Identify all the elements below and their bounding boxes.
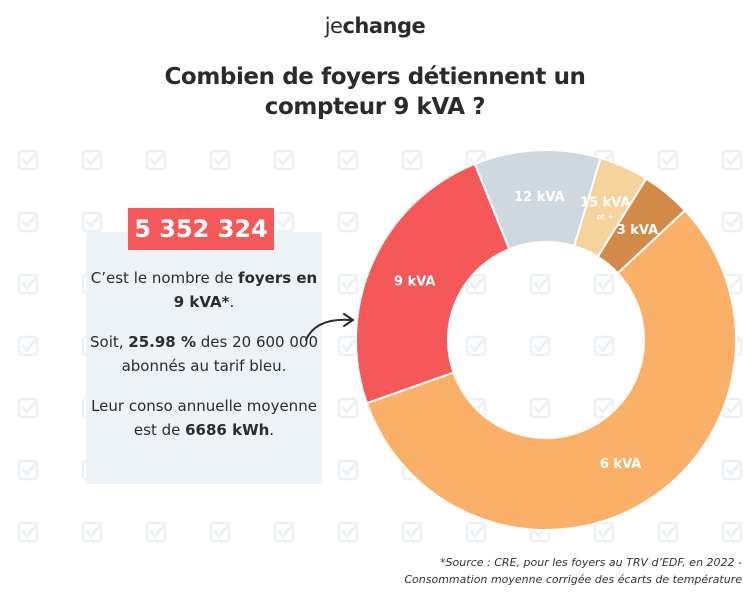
big-number-badge: 5 352 324 bbox=[128, 208, 274, 250]
info-p1-bold: foyers en 9 kVA* bbox=[173, 269, 318, 311]
check-icon bbox=[657, 521, 679, 543]
check-icon bbox=[337, 149, 359, 171]
pie-slice bbox=[596, 177, 687, 275]
pie-slice bbox=[365, 209, 737, 531]
info-p2-rest: des 20 600 000 abonnés au tarif bleu. bbox=[121, 333, 318, 375]
check-icon bbox=[17, 459, 39, 481]
check-icon bbox=[529, 335, 551, 357]
page-title: Combien de foyers détiennent un compteur… bbox=[0, 62, 750, 122]
source-line-1: *Source : CRE, pour les foyers au TRV d’… bbox=[440, 556, 742, 569]
check-icon bbox=[529, 397, 551, 419]
info-paragraph-2: Soit, 25.98 % des 20 600 000 abonnés au … bbox=[86, 330, 322, 378]
check-icon bbox=[465, 335, 487, 357]
info-p3-text: Leur conso annuelle moyenne est de bbox=[91, 397, 317, 439]
check-icon bbox=[401, 149, 423, 171]
check-icon bbox=[465, 273, 487, 295]
check-icon bbox=[593, 397, 615, 419]
info-paragraph-3: Leur conso annuelle moyenne est de 6686 … bbox=[86, 394, 322, 442]
check-icon bbox=[337, 397, 359, 419]
info-p3-end: . bbox=[269, 421, 275, 439]
check-icon bbox=[593, 335, 615, 357]
check-icon bbox=[81, 149, 103, 171]
info-p2-bold: 25.98 % bbox=[128, 333, 196, 351]
check-icon bbox=[593, 273, 615, 295]
check-icon bbox=[17, 335, 39, 357]
check-icon bbox=[337, 211, 359, 233]
check-icon bbox=[273, 211, 295, 233]
slice-label: 3 kVA bbox=[617, 223, 658, 238]
check-icon bbox=[593, 521, 615, 543]
check-icon bbox=[529, 273, 551, 295]
page-title-line1: Combien de foyers détiennent un bbox=[164, 64, 586, 90]
source-note: *Source : CRE, pour les foyers au TRV d’… bbox=[322, 554, 742, 588]
check-icon bbox=[721, 459, 743, 481]
slice-label: 12 kVA bbox=[514, 190, 565, 205]
slice-label: 15 kVA bbox=[580, 196, 631, 211]
info-p1-end: . bbox=[229, 293, 235, 311]
check-icon bbox=[17, 149, 39, 171]
check-icon bbox=[209, 521, 231, 543]
info-p3-bold: 6686 kWh bbox=[185, 421, 270, 439]
slice-sublabel: et + bbox=[597, 213, 614, 222]
check-icon bbox=[721, 211, 743, 233]
info-p1-text: C’est le nombre de bbox=[90, 269, 239, 287]
check-icon bbox=[337, 459, 359, 481]
check-icon bbox=[337, 273, 359, 295]
check-icon bbox=[145, 521, 167, 543]
check-icon bbox=[209, 149, 231, 171]
info-paragraph-1: C’est le nombre de foyers en 9 kVA*. bbox=[86, 266, 322, 314]
source-line-2: Consommation moyenne corrigée des écarts… bbox=[404, 573, 742, 586]
info-card bbox=[86, 232, 322, 484]
check-icon bbox=[273, 149, 295, 171]
info-text: C’est le nombre de foyers en 9 kVA*. Soi… bbox=[86, 266, 322, 458]
arrow-icon bbox=[305, 313, 354, 341]
check-icon bbox=[17, 521, 39, 543]
check-icon bbox=[721, 149, 743, 171]
check-icon bbox=[337, 521, 359, 543]
brand-logo-prefix: je bbox=[324, 14, 343, 38]
info-p2-text: Soit, bbox=[90, 333, 129, 351]
check-icon bbox=[17, 211, 39, 233]
check-icon bbox=[721, 521, 743, 543]
slice-label: 6 kVA bbox=[600, 457, 641, 472]
check-icon bbox=[81, 211, 103, 233]
check-icon bbox=[401, 521, 423, 543]
check-icon bbox=[17, 397, 39, 419]
check-icon bbox=[273, 521, 295, 543]
pie-slice bbox=[355, 162, 511, 405]
check-icon bbox=[145, 149, 167, 171]
slice-label: 9 kVA bbox=[394, 275, 435, 290]
brand-logo-suffix: change bbox=[342, 14, 426, 38]
donut-chart: 6 kVA 9 kVA 12 kVA 15 kVA et +3 kVA bbox=[355, 149, 737, 531]
check-icon bbox=[17, 273, 39, 295]
brand-logo[interactable]: jechange bbox=[0, 14, 750, 38]
check-icon bbox=[465, 521, 487, 543]
check-icon bbox=[81, 521, 103, 543]
check-icon bbox=[657, 149, 679, 171]
page-title-line2: compteur 9 kVA ? bbox=[264, 94, 486, 120]
